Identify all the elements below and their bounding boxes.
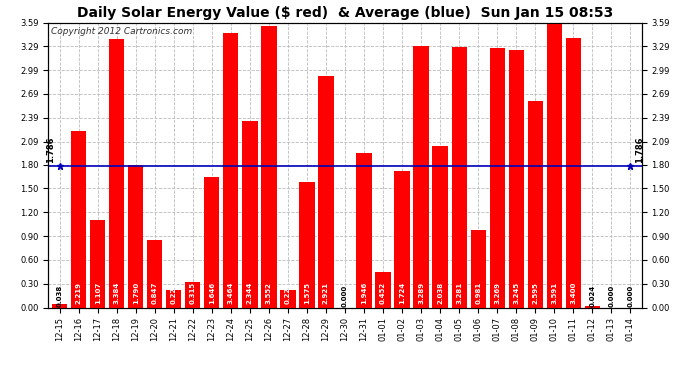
Text: 0.452: 0.452: [380, 282, 386, 304]
Text: 0.000: 0.000: [627, 285, 633, 307]
Bar: [280, 290, 295, 308]
Text: 0.315: 0.315: [190, 282, 196, 304]
Bar: [413, 46, 428, 308]
Bar: [71, 131, 86, 308]
Text: 0.000: 0.000: [609, 285, 614, 307]
Text: 1.107: 1.107: [95, 282, 101, 304]
Bar: [242, 122, 257, 308]
Text: Daily Solar Energy Value ($ red)  & Average (blue)  Sun Jan 15 08:53: Daily Solar Energy Value ($ red) & Avera…: [77, 6, 613, 20]
Bar: [318, 76, 333, 307]
Text: 0.222: 0.222: [285, 282, 291, 304]
Bar: [185, 282, 201, 308]
Bar: [204, 177, 219, 308]
Bar: [262, 26, 277, 308]
Text: 0.038: 0.038: [57, 285, 63, 307]
Bar: [375, 272, 391, 308]
Text: 2.921: 2.921: [323, 282, 329, 304]
Text: 3.464: 3.464: [228, 282, 234, 304]
Text: 0.847: 0.847: [152, 282, 158, 304]
Text: 3.281: 3.281: [456, 282, 462, 304]
Bar: [584, 306, 600, 308]
Bar: [299, 183, 315, 308]
Text: 2.344: 2.344: [247, 282, 253, 304]
Bar: [489, 48, 505, 308]
Bar: [395, 171, 410, 308]
Bar: [166, 290, 181, 308]
Text: 2.038: 2.038: [437, 282, 443, 304]
Text: 0.024: 0.024: [589, 285, 595, 307]
Bar: [566, 38, 581, 308]
Text: 1.724: 1.724: [399, 282, 405, 304]
Text: 1.786: 1.786: [46, 136, 55, 162]
Bar: [147, 240, 162, 308]
Text: 1.786: 1.786: [635, 136, 644, 162]
Bar: [433, 146, 448, 308]
Text: 3.384: 3.384: [114, 282, 120, 304]
Bar: [90, 220, 106, 308]
Bar: [509, 50, 524, 308]
Text: 1.790: 1.790: [132, 282, 139, 304]
Bar: [528, 102, 543, 308]
Text: 3.289: 3.289: [418, 282, 424, 304]
Bar: [224, 33, 239, 308]
Text: 1.646: 1.646: [209, 282, 215, 304]
Text: 3.591: 3.591: [551, 282, 558, 304]
Text: 0.981: 0.981: [475, 282, 481, 304]
Text: 0.221: 0.221: [171, 282, 177, 304]
Bar: [471, 230, 486, 308]
Text: 2.595: 2.595: [532, 282, 538, 304]
Bar: [357, 153, 372, 308]
Bar: [451, 47, 466, 308]
Text: 2.219: 2.219: [76, 282, 81, 304]
Text: 0.000: 0.000: [342, 285, 348, 307]
Bar: [109, 39, 124, 308]
Text: 1.575: 1.575: [304, 282, 310, 304]
Text: 3.400: 3.400: [570, 282, 576, 304]
Text: Copyright 2012 Cartronics.com: Copyright 2012 Cartronics.com: [51, 27, 193, 36]
Text: 3.245: 3.245: [513, 282, 519, 304]
Text: 1.946: 1.946: [361, 282, 367, 304]
Text: 3.269: 3.269: [494, 282, 500, 304]
Bar: [546, 22, 562, 308]
Bar: [128, 165, 144, 308]
Bar: [52, 304, 68, 307]
Text: 3.552: 3.552: [266, 282, 272, 304]
